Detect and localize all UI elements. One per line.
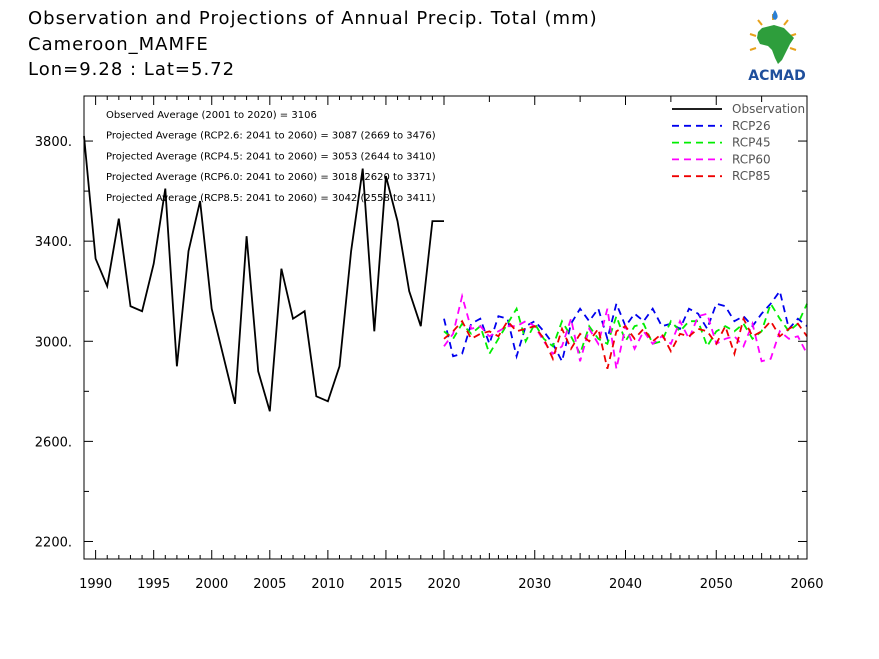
annotations: Observed Average (2001 to 2020) = 3106 Pr… [106,110,436,204]
annotation-line: Observed Average (2001 to 2020) = 3106 [106,110,317,121]
africa-map-sun-icon: ACMAD [748,10,806,84]
acmad-logo: ACMAD [738,8,816,84]
series-line-observation [83,135,444,412]
x-tick-label: 1995 [137,577,170,592]
legend-label: RCP60 [732,152,771,166]
x-tick-label: 2000 [195,577,228,592]
x-tick-label: 2050 [700,577,733,592]
plot-frame [83,95,808,560]
legend-label: RCP26 [732,119,771,133]
x-tick-label: 2060 [790,577,823,592]
legend-label: RCP85 [732,169,771,183]
series-line-rcp60 [443,292,808,369]
legend-label: Observation [732,102,805,116]
annotation-line: Projected Average (RCP4.5: 2041 to 2060)… [106,151,436,162]
chart-title: Observation and Projections of Annual Pr… [28,8,598,29]
y-tick-label: 3400. [35,235,72,250]
series-layer [83,135,808,412]
x-tick-label: 2040 [609,577,642,592]
y-tick-label: 3800. [35,135,72,150]
x-tick-label: 2020 [427,577,460,592]
station-name: Cameroon_MAMFE [28,34,209,55]
series-line-rcp45 [443,301,808,357]
y-tick-label: 2200. [35,535,72,550]
series-line-rcp85 [443,316,808,370]
annotation-line: Projected Average (RCP2.6: 2041 to 2060)… [106,131,436,142]
x-tick-label: 2010 [311,577,344,592]
annotation-line: Projected Average (RCP6.0: 2041 to 2060)… [106,172,436,183]
legend-label: RCP45 [732,136,771,150]
x-tick-label: 2005 [253,577,286,592]
legend: Observation RCP26 RCP45 RCP60 RCP85 [672,102,805,183]
station-coordinates: Lon=9.28 : Lat=5.72 [28,59,236,80]
x-tick-label: 2015 [369,577,402,592]
y-tick-label: 3000. [35,335,72,350]
x-tick-label: 2030 [518,577,551,592]
logo-text: ACMAD [748,68,806,84]
y-tick-label: 2600. [35,435,72,450]
axes: 2200. 2600. 3000. 3400. 3800. 1990 1995 2000 200… [35,95,824,592]
series-line-rcp26 [443,289,808,364]
annotation-line: Projected Average (RCP8.5: 2041 to 2060)… [106,193,436,204]
x-tick-label: 1990 [79,577,112,592]
